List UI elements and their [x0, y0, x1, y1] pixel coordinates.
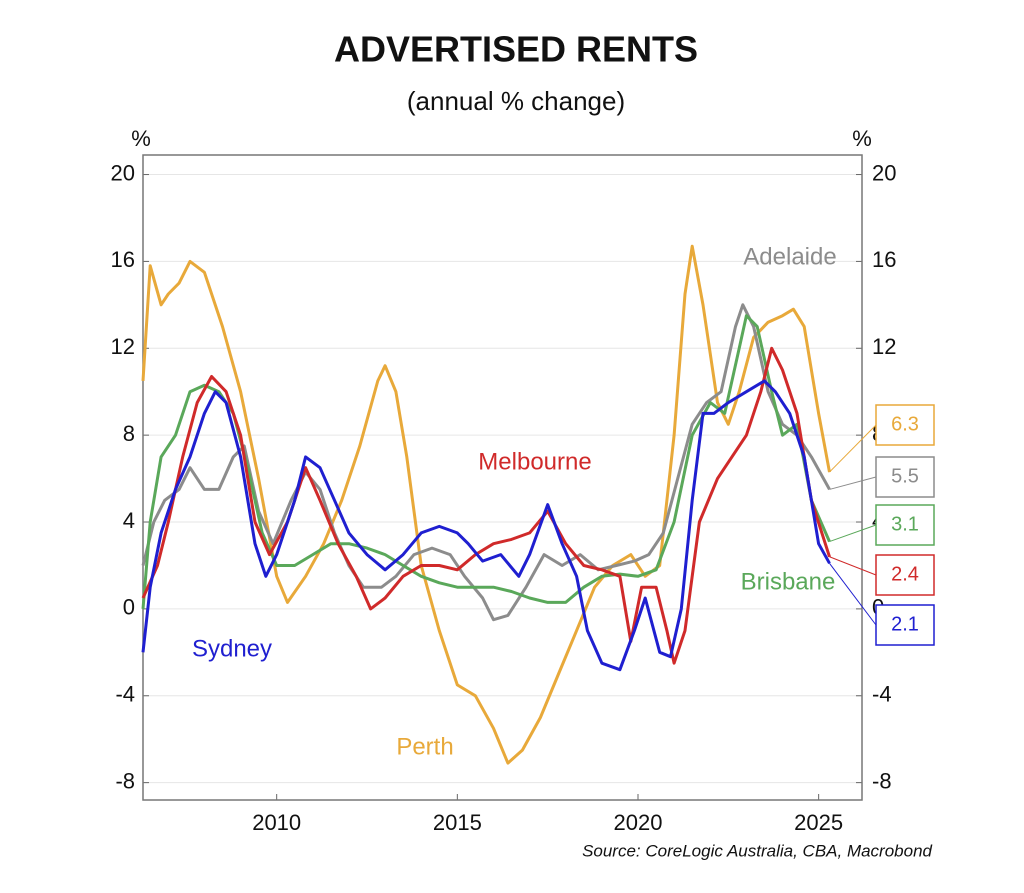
end-label-box: [875, 554, 935, 596]
series-label: Melbourne: [478, 448, 591, 475]
y-tick-label: 16: [111, 247, 135, 272]
y-unit-left: %: [131, 126, 151, 151]
series-line: [141, 244, 831, 765]
y-tick-label: 20: [111, 160, 135, 185]
y-tick-label: -8: [115, 768, 135, 793]
series-label: Adelaide: [743, 243, 836, 270]
y-tick-label: 8: [123, 421, 135, 446]
x-tick-label: 2020: [614, 810, 663, 835]
end-connector: [829, 524, 877, 543]
plot-frame: [142, 154, 863, 801]
end-label: 6.3: [891, 413, 919, 435]
end-label: 5.5: [891, 465, 919, 487]
series-line: [141, 379, 831, 672]
y-tick-label: 0: [123, 595, 135, 620]
series-label: Sydney: [192, 635, 272, 662]
series-line: [141, 346, 831, 665]
end-connector: [829, 562, 877, 626]
series-label: Brisbane: [741, 568, 836, 595]
end-label-box: [875, 604, 935, 646]
end-label: 2.1: [891, 613, 919, 635]
y2-tick-label: -4: [872, 682, 892, 707]
end-connector: [829, 424, 877, 473]
x-tick-label: 2010: [252, 810, 301, 835]
end-connector: [829, 556, 877, 576]
y-unit-right: %: [852, 126, 872, 151]
chart-title: ADVERTISED RENTS: [334, 29, 698, 70]
x-tick-label: 2015: [433, 810, 482, 835]
end-label-box: [875, 456, 935, 498]
y2-tick-label: 20: [872, 160, 896, 185]
y2-tick-label: 16: [872, 247, 896, 272]
end-label-box: [875, 404, 935, 446]
y-tick-label: 4: [123, 508, 135, 533]
y2-tick-label: 12: [872, 334, 896, 359]
series-line: [141, 303, 831, 622]
x-tick-label: 2025: [794, 810, 843, 835]
y-tick-label: -4: [115, 682, 135, 707]
end-label: 3.1: [891, 513, 919, 535]
end-label-box: [875, 504, 935, 546]
end-connector: [829, 476, 877, 490]
y2-tick-label: -8: [872, 768, 892, 793]
end-label: 2.4: [891, 563, 919, 585]
series-label: Perth: [396, 733, 453, 760]
source-note: Source: CoreLogic Australia, CBA, Macrob…: [582, 841, 932, 860]
chart-subtitle: (annual % change): [407, 86, 625, 116]
y-tick-label: 12: [111, 334, 135, 359]
